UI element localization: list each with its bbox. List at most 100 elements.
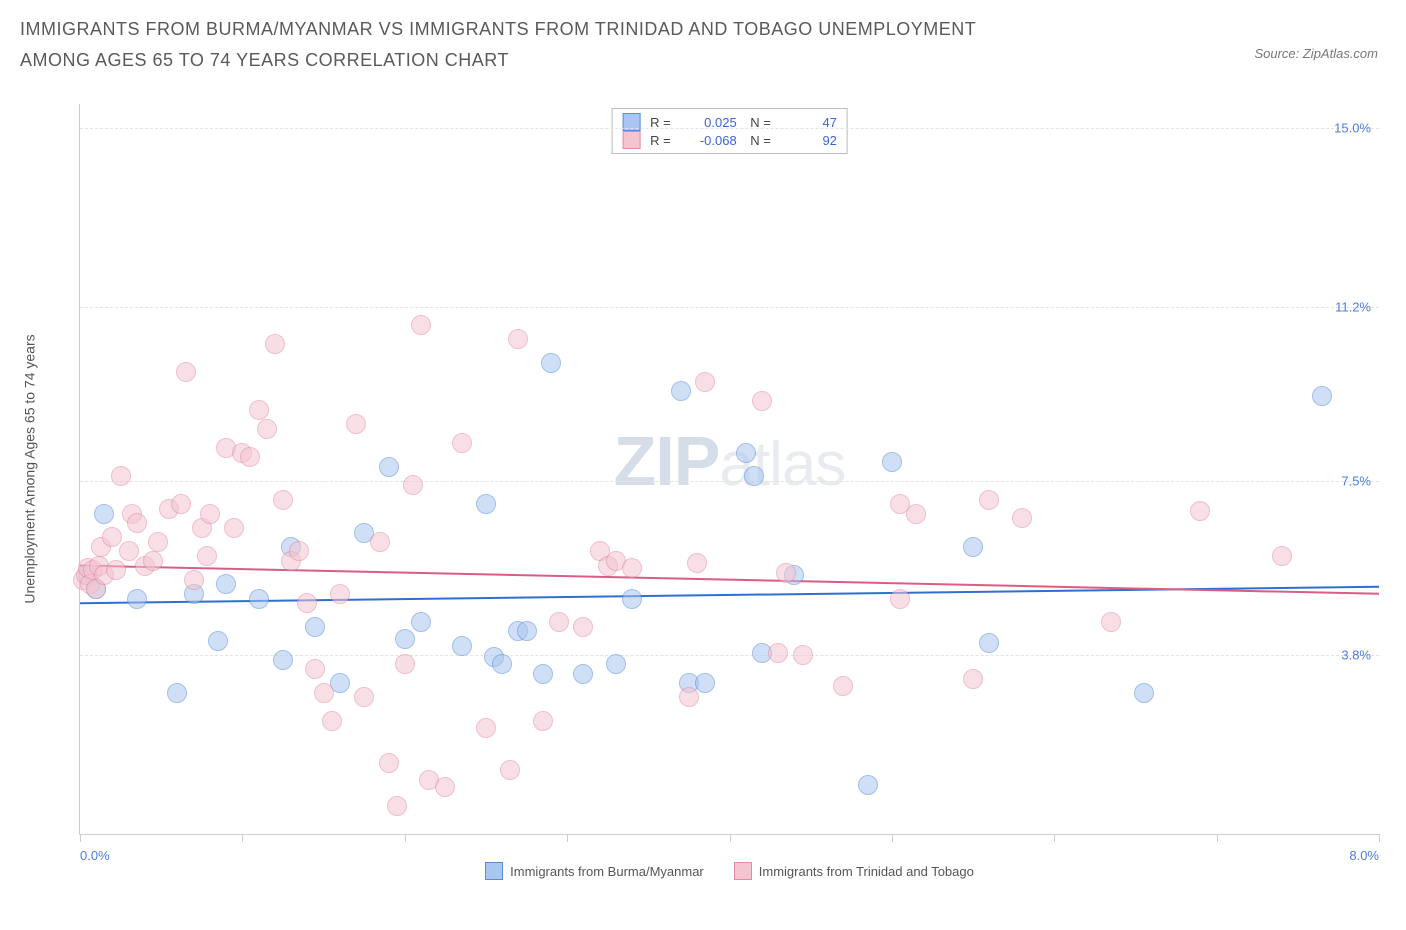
source-prefix: Source: [1254, 46, 1302, 61]
data-point [379, 457, 399, 477]
swatch-trinidad [734, 862, 752, 880]
data-point [1012, 508, 1032, 528]
data-point [476, 718, 496, 738]
data-point [622, 589, 642, 609]
data-point [1312, 386, 1332, 406]
x-tick [567, 834, 568, 842]
data-point [171, 494, 191, 514]
data-point [963, 537, 983, 557]
data-point [671, 381, 691, 401]
data-point [94, 504, 114, 524]
data-point [573, 617, 593, 637]
data-point [508, 329, 528, 349]
data-point [208, 631, 228, 651]
data-point [695, 673, 715, 693]
data-point [240, 447, 260, 467]
x-tick [242, 834, 243, 842]
data-point [890, 589, 910, 609]
data-point [127, 589, 147, 609]
data-point [452, 433, 472, 453]
data-point [176, 362, 196, 382]
data-point [979, 490, 999, 510]
x-tick [892, 834, 893, 842]
series-legend: Immigrants from Burma/Myanmar Immigrants… [80, 862, 1379, 880]
x-tick [1379, 834, 1380, 842]
chart-title: IMMIGRANTS FROM BURMA/MYANMAR VS IMMIGRA… [20, 14, 1040, 75]
data-point [106, 560, 126, 580]
data-point [411, 612, 431, 632]
grid-line [80, 307, 1379, 308]
watermark-zip: ZIP [614, 421, 720, 501]
x-tick-label-max: 8.0% [1349, 848, 1379, 863]
source-attribution: Source: ZipAtlas.com [1254, 46, 1378, 61]
data-point [906, 504, 926, 524]
data-point [963, 669, 983, 689]
data-point [184, 570, 204, 590]
legend-item-burma: Immigrants from Burma/Myanmar [485, 862, 704, 880]
y-tick-label: 15.0% [1334, 120, 1371, 135]
data-point [257, 419, 277, 439]
watermark-atlas: atlas [719, 429, 845, 500]
data-point [403, 475, 423, 495]
data-point [289, 541, 309, 561]
data-point [736, 443, 756, 463]
x-tick [1217, 834, 1218, 842]
swatch-trinidad [622, 131, 640, 149]
data-point [979, 633, 999, 653]
data-point [102, 527, 122, 547]
legend-label-burma: Immigrants from Burma/Myanmar [510, 864, 704, 879]
data-point [533, 664, 553, 684]
data-point [1101, 612, 1121, 632]
data-point [111, 466, 131, 486]
data-point [330, 584, 350, 604]
trend-lines-svg [80, 104, 1379, 834]
data-point [197, 546, 217, 566]
data-point [622, 558, 642, 578]
data-point [452, 636, 472, 656]
data-point [249, 589, 269, 609]
data-point [305, 659, 325, 679]
data-point [744, 466, 764, 486]
data-point [833, 676, 853, 696]
data-point [695, 372, 715, 392]
data-point [148, 532, 168, 552]
data-point [273, 490, 293, 510]
data-point [687, 553, 707, 573]
swatch-burma [485, 862, 503, 880]
data-point [500, 760, 520, 780]
data-point [249, 400, 269, 420]
data-point [752, 391, 772, 411]
data-point [200, 504, 220, 524]
trend-line [80, 566, 1379, 594]
x-tick [1054, 834, 1055, 842]
y-axis-label: Unemployment Among Ages 65 to 74 years [22, 334, 38, 603]
r-label: R = [650, 133, 671, 148]
data-point [411, 315, 431, 335]
stats-legend: R = 0.025 N = 47 R = -0.068 N = 92 [611, 108, 848, 154]
data-point [517, 621, 537, 641]
data-point [1272, 546, 1292, 566]
source-name: ZipAtlas.com [1303, 46, 1378, 61]
data-point [395, 629, 415, 649]
data-point [322, 711, 342, 731]
data-point [768, 643, 788, 663]
watermark: ZIPatlas [614, 421, 846, 501]
data-point [119, 541, 139, 561]
data-point [297, 593, 317, 613]
scatter-chart: ZIPatlas R = 0.025 N = 47 R = -0.068 N =… [79, 104, 1379, 835]
data-point [541, 353, 561, 373]
grid-line [80, 481, 1379, 482]
n-label: N = [747, 133, 771, 148]
data-point [224, 518, 244, 538]
data-point [776, 563, 796, 583]
data-point [354, 687, 374, 707]
data-point [346, 414, 366, 434]
legend-item-trinidad: Immigrants from Trinidad and Tobago [734, 862, 974, 880]
data-point [793, 645, 813, 665]
data-point [549, 612, 569, 632]
data-point [143, 551, 163, 571]
data-point [314, 683, 334, 703]
data-point [435, 777, 455, 797]
data-point [476, 494, 496, 514]
data-point [273, 650, 293, 670]
